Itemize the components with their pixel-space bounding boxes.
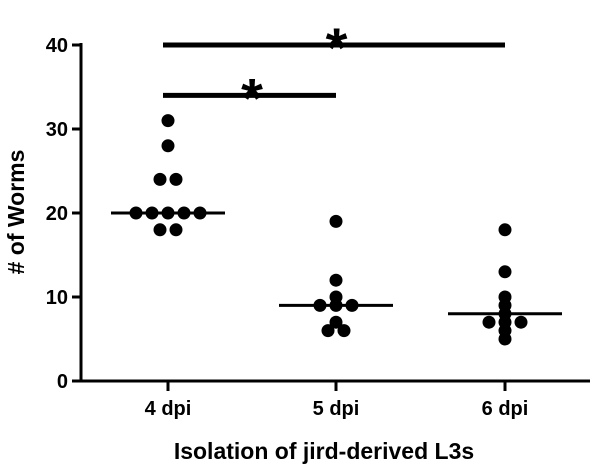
data-point: [321, 324, 335, 338]
data-point: [514, 315, 528, 329]
y-tick-label: 40: [46, 35, 68, 57]
data-point: [169, 172, 183, 186]
data-point: [153, 223, 167, 237]
data-point: [482, 315, 496, 329]
significance-star: *: [241, 66, 263, 129]
data-point: [161, 114, 175, 128]
significance-brackets: **: [163, 16, 505, 129]
axes: [72, 43, 590, 391]
data-point: [329, 315, 343, 329]
tick-labels: 0 10 20 30 40 4 dpi 5 dpi 6 dpi: [46, 35, 529, 420]
y-tick-label: 10: [46, 287, 68, 309]
data-point: [498, 223, 512, 237]
data-point: [169, 223, 183, 237]
y-tick-label: 0: [57, 371, 68, 393]
significance-star: *: [326, 16, 348, 79]
data-point: [153, 172, 167, 186]
data-point: [329, 273, 343, 287]
data-point: [337, 324, 351, 338]
y-tick-label: 20: [46, 203, 68, 225]
y-axis-title: # of Worms: [3, 150, 29, 275]
x-tick-label: 5 dpi: [313, 398, 360, 420]
x-tick-label: 4 dpi: [145, 398, 192, 420]
data-point: [498, 332, 512, 346]
y-tick-label: 30: [46, 119, 68, 141]
data-point: [498, 265, 512, 279]
data-point: [161, 139, 175, 153]
data-point: [329, 214, 343, 228]
x-tick-label: 6 dpi: [482, 398, 529, 420]
data-points: [111, 114, 562, 346]
x-axis-title: Isolation of jird-derived L3s: [174, 438, 474, 464]
